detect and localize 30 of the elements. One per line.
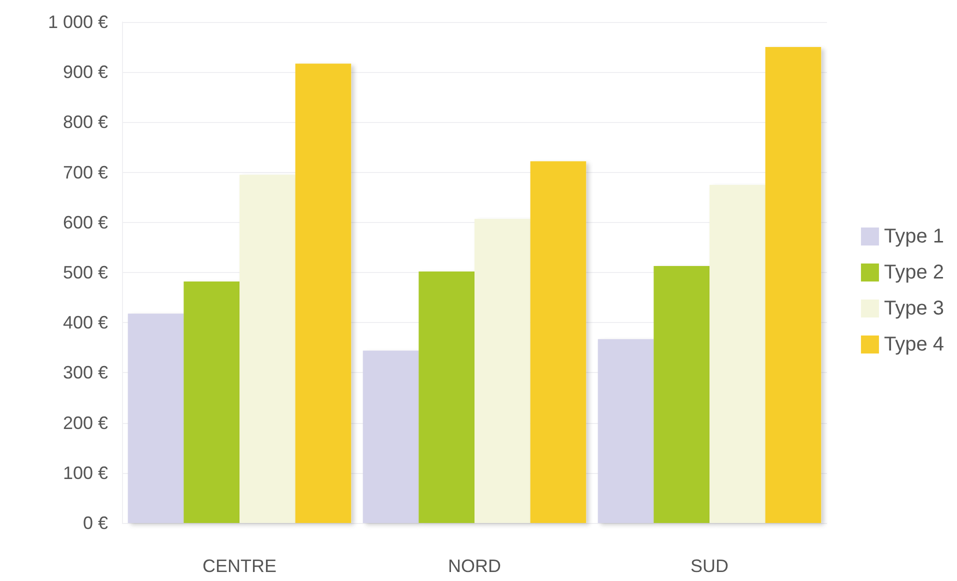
y-tick-label: 400 € [62, 312, 108, 333]
y-tick-label: 900 € [62, 62, 108, 82]
bar [710, 184, 766, 523]
legend-label: Type 4 [884, 334, 944, 356]
bar [128, 314, 184, 523]
y-tick-label: 300 € [62, 362, 108, 383]
legend-label: Type 1 [884, 226, 944, 248]
bar [362, 350, 419, 523]
bar [240, 174, 296, 523]
y-tick-label: 700 € [62, 162, 108, 182]
x-tick-label: SUD [690, 556, 729, 576]
bar [530, 161, 586, 523]
y-tick-label: 1 000 € [48, 12, 108, 32]
y-tick-label: 500 € [62, 262, 108, 282]
bar [474, 218, 530, 523]
legend-label: Type 2 [884, 262, 944, 284]
bar [598, 339, 654, 523]
y-tick-label: 600 € [62, 212, 108, 232]
y-tick-label: 0 € [82, 513, 108, 533]
x-tick-label: CENTRE [202, 556, 277, 576]
bar [654, 266, 710, 523]
y-tick-label: 800 € [62, 112, 108, 132]
bar [418, 272, 474, 523]
bar [295, 64, 352, 523]
legend-label: Type 3 [884, 298, 944, 320]
bar [765, 47, 822, 523]
y-tick-label: 200 € [62, 412, 108, 433]
y-tick-label: 100 € [62, 462, 108, 483]
bar [184, 282, 240, 523]
x-tick-label: NORD [448, 556, 501, 576]
